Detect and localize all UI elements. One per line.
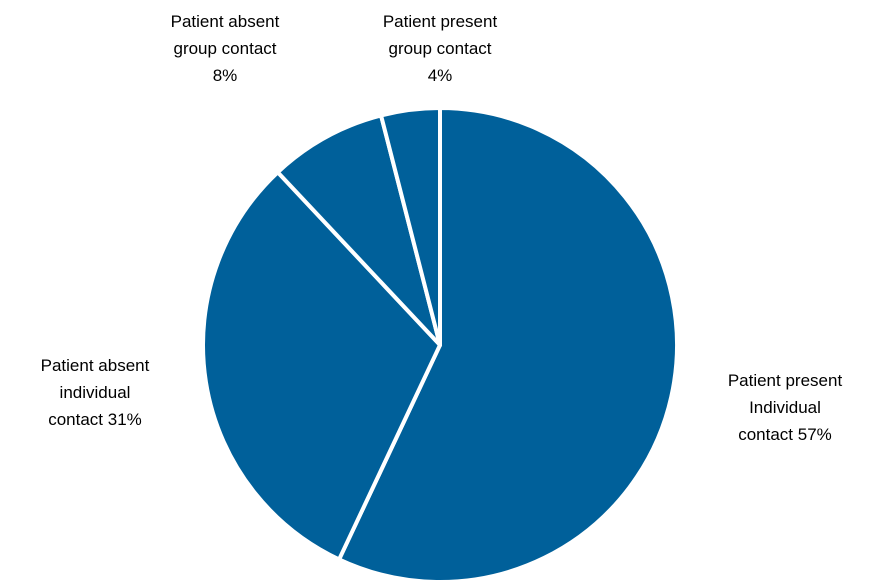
slice-label: Patient absent individual contact 31% [33,352,158,433]
category-label: Patient absent individual contact [40,356,150,429]
value-label: 8% [212,66,238,85]
pie-slice [201,170,442,562]
category-label: Patient present Individual contact [727,371,843,444]
pie-slice [337,106,679,581]
value-label: 4% [427,66,453,85]
slice-label: Patient present group contact 4% [378,8,503,89]
pie-slice [275,113,442,347]
slice-label: Patient absent group contact 8% [163,8,288,89]
category-label: Patient present group contact [382,12,498,58]
value-label: 57% [797,425,832,444]
pie-slice [379,106,442,347]
slice-label: Patient present Individual contact 57% [723,367,848,448]
category-label: Patient absent group contact [170,12,280,58]
value-label: 31% [107,410,142,429]
